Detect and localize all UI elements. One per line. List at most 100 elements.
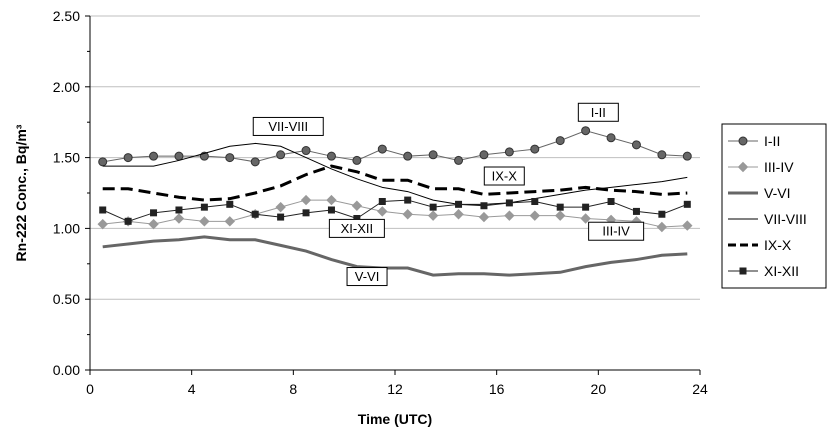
data-point-XI-XII <box>658 210 666 218</box>
data-point-I-II <box>403 151 413 161</box>
annotation-IX-X: IX-X <box>483 166 525 186</box>
data-point-XI-XII <box>378 197 386 205</box>
y-tick-label: 0.50 <box>53 291 80 307</box>
annotation-XI-XII: XI-XII <box>328 218 385 238</box>
series-VII-VIII <box>102 142 688 205</box>
series-annotations: I-II VII-VIII IX-X XI-XII III-IV V-VI <box>252 102 645 287</box>
data-point-III-IV <box>402 209 413 220</box>
annotation-V-VI: V-VI <box>346 267 388 287</box>
legend: I-II III-IV V-VI VII-VIII IX-X XI-XII <box>721 123 827 289</box>
data-point-III-IV <box>377 206 388 217</box>
x-tick-label: 24 <box>692 381 708 397</box>
data-point-XI-XII <box>455 200 463 208</box>
data-point-III-IV <box>199 216 210 227</box>
data-point-XI-XII <box>277 213 285 221</box>
data-point-I-II <box>98 157 108 167</box>
data-point-XI-XII <box>607 197 615 205</box>
data-point-I-II <box>454 155 464 165</box>
data-point-III-IV <box>351 200 363 211</box>
data-point-XI-XII <box>429 203 437 211</box>
data-point-XI-XII <box>124 217 132 225</box>
data-point-I-II <box>479 150 489 160</box>
annotation-label: III-IV <box>602 224 630 239</box>
data-point-XI-XII <box>556 203 564 211</box>
data-point-I-II <box>631 140 641 150</box>
data-point-XI-XII <box>150 209 158 217</box>
data-point-XI-XII <box>226 200 234 208</box>
data-point-III-IV <box>173 213 185 224</box>
y-tick-label: 1.50 <box>53 150 80 166</box>
legend-box <box>721 123 827 289</box>
y-tick-label: 1.00 <box>53 220 80 236</box>
series-XI-XII <box>99 196 691 225</box>
annotation-I-II: I-II <box>577 102 619 122</box>
data-point-I-II <box>581 126 591 136</box>
annotation-VII-VIII: VII-VIII <box>252 116 324 136</box>
legend-marker-I-II <box>738 136 748 146</box>
data-point-I-II <box>276 150 286 160</box>
data-point-III-IV <box>148 218 159 230</box>
series-IX-X <box>102 164 688 202</box>
data-point-XI-XII <box>175 206 183 214</box>
legend-label-I-II: I-II <box>764 133 780 149</box>
y-tick-label: 2.00 <box>53 79 80 95</box>
legend-entry-V-VI: V-VI <box>728 185 790 201</box>
data-point-III-IV <box>555 210 566 221</box>
annotation-III-IV: III-IV <box>588 221 645 241</box>
y-tick-label: 0.00 <box>53 362 80 378</box>
legend-marker-XI-XII <box>739 267 747 275</box>
data-point-I-II <box>123 153 133 163</box>
annotation-label: XI-XII <box>341 221 374 236</box>
data-point-I-II <box>377 144 387 154</box>
data-point-III-IV <box>580 213 591 224</box>
data-point-III-IV <box>504 210 515 221</box>
series-line-XI-XII <box>102 199 688 222</box>
data-point-III-IV <box>453 209 464 220</box>
series-V-VI <box>102 235 688 277</box>
annotation-box <box>588 221 645 241</box>
annotation-label: I-II <box>591 105 606 120</box>
x-tick-label: 4 <box>188 381 196 397</box>
data-point-III-IV <box>529 210 540 221</box>
data-point-I-II <box>682 151 692 161</box>
data-point-XI-XII <box>302 209 310 217</box>
annotation-box <box>483 166 525 186</box>
data-point-I-II <box>225 153 235 163</box>
series-lines <box>97 126 693 277</box>
data-point-III-IV <box>224 216 235 227</box>
data-point-III-IV <box>656 221 668 233</box>
legend-entry-I-II: I-II <box>728 133 780 149</box>
data-point-XI-XII <box>353 214 361 222</box>
legend-label-VII-VIII: VII-VIII <box>764 211 807 227</box>
data-point-I-II <box>504 147 514 157</box>
series-III-IV <box>97 194 693 233</box>
data-point-XI-XII <box>480 202 488 210</box>
x-tick-labels: 0 4 8 12 16 20 24 <box>86 381 708 397</box>
annotation-box <box>577 102 619 122</box>
annotation-box <box>346 267 388 287</box>
data-point-III-IV <box>478 211 490 223</box>
data-point-III-IV <box>275 201 286 213</box>
data-point-I-II <box>174 151 184 161</box>
data-point-I-II <box>530 144 540 154</box>
legend-label-XI-XII: XI-XII <box>764 263 799 279</box>
x-axis-title: Time (UTC) <box>358 411 432 427</box>
annotation-label: V-VI <box>355 269 380 284</box>
x-tick-label: 16 <box>489 381 505 397</box>
y-tick-label: 2.50 <box>53 8 80 24</box>
data-point-III-IV <box>682 220 693 231</box>
data-point-XI-XII <box>683 200 691 208</box>
data-point-XI-XII <box>632 207 640 215</box>
y-tick-labels: 0.00 0.50 1.00 1.50 2.00 2.50 <box>53 8 80 378</box>
series-line-VII-VIII <box>102 142 688 205</box>
data-point-XI-XII <box>531 197 539 205</box>
data-point-I-II <box>149 151 159 161</box>
data-point-III-IV <box>427 210 439 221</box>
legend-label-IX-X: IX-X <box>764 237 792 253</box>
y-axis-title: Rn-222 Conc., Bq/m³ <box>13 124 29 261</box>
data-point-III-IV <box>326 194 337 206</box>
data-point-I-II <box>606 133 616 143</box>
series-I-II <box>98 126 692 167</box>
data-point-XI-XII <box>251 210 259 218</box>
series-line-IX-X <box>102 164 688 202</box>
